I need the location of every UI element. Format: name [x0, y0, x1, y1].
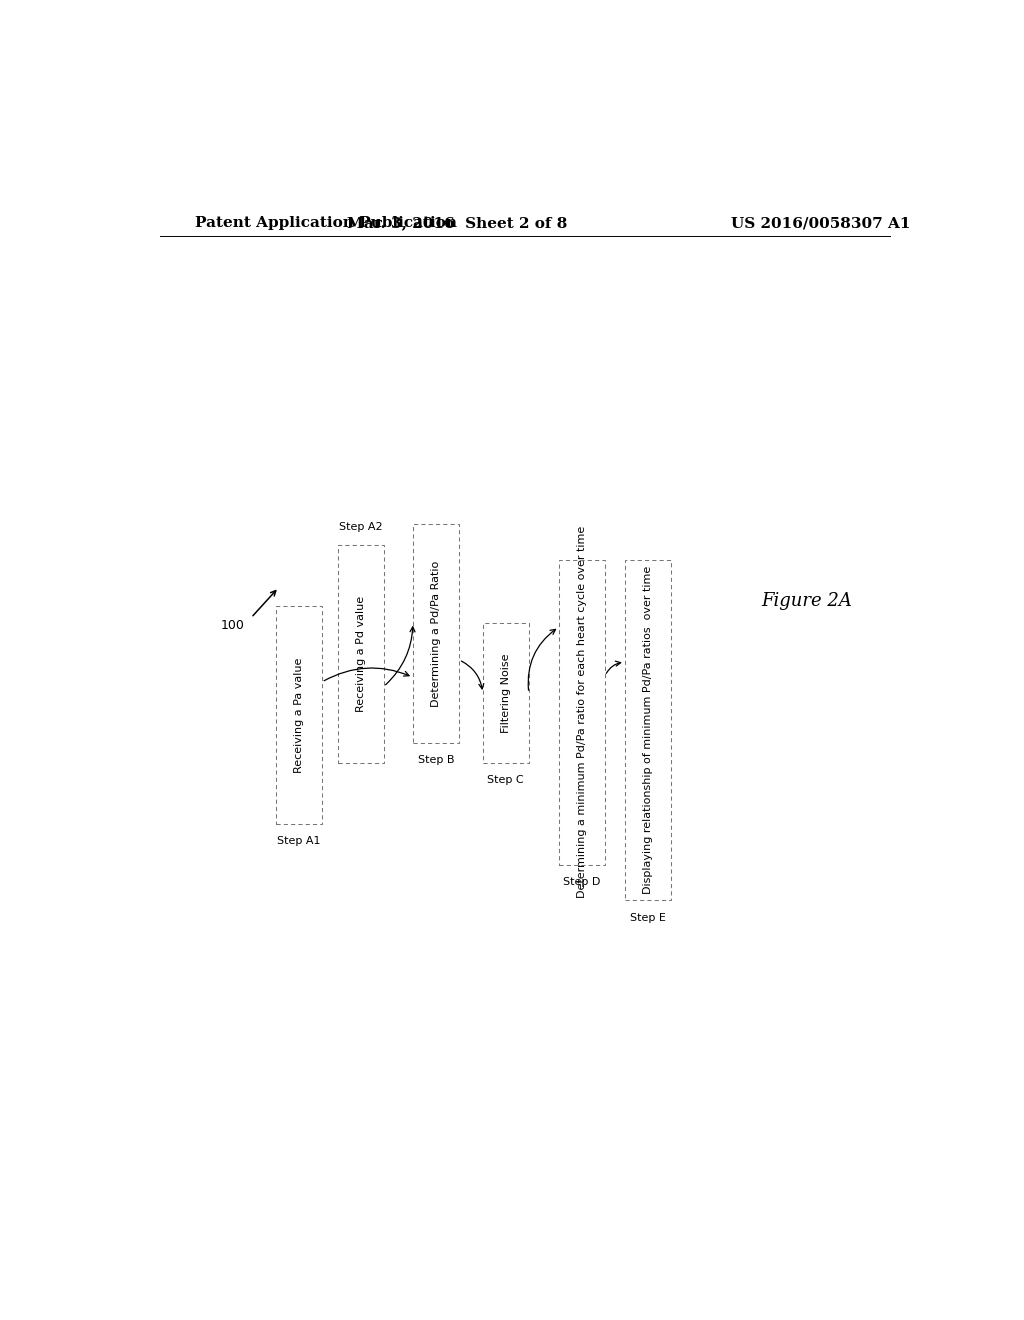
Text: Determining a Pd/Pa Ratio: Determining a Pd/Pa Ratio [431, 561, 441, 706]
FancyArrowPatch shape [528, 630, 556, 690]
Text: Mar. 3, 2016  Sheet 2 of 8: Mar. 3, 2016 Sheet 2 of 8 [347, 216, 567, 231]
Text: Step A2: Step A2 [339, 523, 382, 532]
Text: Determining a minimum Pd/Pa ratio for each heart cycle over time: Determining a minimum Pd/Pa ratio for ea… [577, 527, 587, 899]
Text: Step C: Step C [487, 775, 524, 785]
Text: Filtering Noise: Filtering Noise [501, 653, 511, 733]
FancyBboxPatch shape [275, 606, 322, 824]
Text: Step A1: Step A1 [276, 837, 321, 846]
Text: Figure 2A: Figure 2A [761, 591, 852, 610]
Text: Step E: Step E [630, 912, 666, 923]
FancyArrowPatch shape [386, 627, 415, 685]
FancyArrowPatch shape [462, 661, 483, 689]
Text: Step D: Step D [563, 876, 601, 887]
Text: Receiving a Pd value: Receiving a Pd value [355, 595, 366, 711]
Text: Step B: Step B [418, 755, 455, 766]
FancyBboxPatch shape [625, 560, 671, 900]
FancyArrowPatch shape [606, 661, 621, 673]
Text: US 2016/0058307 A1: US 2016/0058307 A1 [731, 216, 910, 231]
FancyBboxPatch shape [559, 560, 605, 865]
Text: Displaying relationship of minimum Pd/Pa ratios  over time: Displaying relationship of minimum Pd/Pa… [643, 566, 653, 894]
FancyBboxPatch shape [413, 524, 459, 743]
Text: Receiving a Pa value: Receiving a Pa value [294, 657, 304, 772]
Text: 100: 100 [221, 619, 245, 632]
Text: Patent Application Publication: Patent Application Publication [196, 216, 458, 231]
FancyArrowPatch shape [324, 668, 409, 681]
FancyBboxPatch shape [338, 545, 384, 763]
FancyBboxPatch shape [482, 623, 528, 763]
